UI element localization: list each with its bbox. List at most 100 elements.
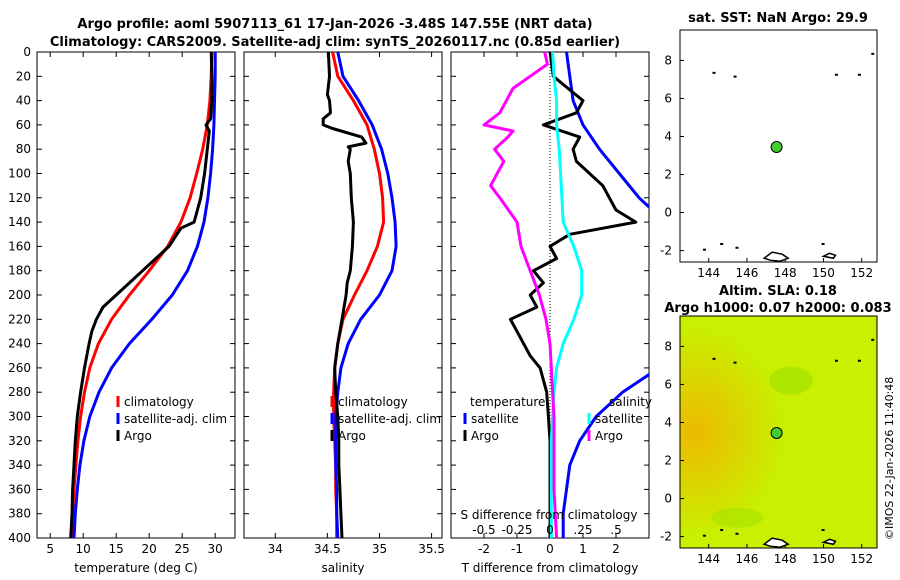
temperature-ytick-label: 0 [23, 45, 31, 59]
sla_map-ytick-label: -2 [660, 530, 672, 544]
sla_map-island [834, 359, 838, 362]
temperature-ytick-label: 220 [8, 312, 31, 326]
sla_map-island [712, 357, 716, 360]
sla_map-new-guinea-coast [762, 537, 790, 548]
sst_map-ytick-label: 0 [664, 206, 672, 220]
sst_map-ytick-label: 6 [664, 91, 672, 105]
salinity-xtick-label: 35 [372, 542, 387, 556]
temperature-ytick-label: 40 [16, 94, 31, 108]
sla_map-ytick-label: 0 [664, 492, 672, 506]
temperature-xtick-label: 20 [142, 542, 157, 556]
sst_map-coast [821, 252, 837, 260]
temperature-ytick-label: 200 [8, 288, 31, 302]
temperature-xtick-label: 25 [175, 542, 190, 556]
sst_map-axes-box [679, 29, 878, 263]
sst-map-panel: 144 146 148 150 152 -2 0 2 4 6 8 sat. SST: NaN Argo… [660, 11, 878, 280]
sla_map-xtick-label: 148 [774, 552, 797, 566]
temperature-xtick-label: 5 [46, 542, 54, 556]
diff-legend-sal-title: salinity [609, 395, 652, 409]
sla-map-subtitle: Argo h1000: 0.07 h2000: 0.083 [664, 301, 891, 316]
temperature-ytick-label: 160 [8, 239, 31, 253]
temperature-ytick-label: 360 [8, 482, 31, 496]
diff-temp-legend-label: satellite [471, 412, 519, 426]
diff-sal-legend-label: Argo [595, 429, 623, 443]
diff-series-3 [482, 52, 559, 538]
imos-timestamp: ©IMOS 22-Jan-2026 11:40:48 [883, 377, 896, 540]
temperature-ytick-label: 260 [8, 361, 31, 375]
sst_map-island [735, 246, 739, 249]
temp-legend-label: climatology [124, 395, 194, 409]
sal-series-2 [321, 52, 368, 538]
sst_map-ytick-label: -2 [660, 244, 672, 258]
temperature-axes-box [36, 51, 236, 539]
sst_map-xtick-label: 150 [812, 266, 835, 280]
difference-xtick-label: 2 [612, 542, 620, 556]
sla_map-island [871, 338, 875, 341]
sst_map-xtick-label: 148 [774, 266, 797, 280]
temperature-ytick-label: 100 [8, 167, 31, 181]
sla_map-ytick-label: 2 [664, 454, 672, 468]
sst_map-ytick-label: 4 [664, 129, 672, 143]
salinity-axes-box [243, 51, 443, 539]
salinity-xtick-label: 34.5 [314, 542, 341, 556]
temperature-xtick-label: 30 [208, 542, 223, 556]
sst_map-island [857, 73, 861, 76]
salinity-xtick-label: 34 [268, 542, 283, 556]
temperature-ytick-label: 180 [8, 264, 31, 278]
sla_map-island [733, 361, 737, 364]
sla_map-argo-marker [770, 426, 783, 439]
diff-secondary-tick-label: .5 [610, 523, 621, 537]
difference-xlabel: T difference from climatology [461, 561, 639, 575]
difference-panel: -2 -1 0 1 2 T difference from climatology S di… [450, 51, 652, 575]
temp-series-2 [69, 52, 214, 538]
sla_map-ytick-label: 6 [664, 377, 672, 391]
diff-legend-temp-title: temperature [470, 395, 545, 409]
sal-series-1 [334, 52, 398, 538]
temp-legend-label: Argo [124, 429, 152, 443]
temperature-ytick-label: 60 [16, 118, 31, 132]
figure-title-line2: Climatology: CARS2009. Satellite-adj cli… [50, 35, 620, 50]
sst_map-ytick-label: 8 [664, 53, 672, 67]
sst_map-island [712, 71, 716, 74]
sst_map-xtick-label: 152 [850, 266, 873, 280]
sla_map-island [857, 359, 861, 362]
temperature-ytick-label: 380 [8, 507, 31, 521]
temperature-ytick-label: 280 [8, 385, 31, 399]
sst_map-new-guinea-coast [762, 251, 790, 262]
sst_map-xtick-label: 146 [735, 266, 758, 280]
salinity-xlabel: salinity [321, 561, 364, 575]
temp-series-0 [69, 52, 214, 538]
difference-xtick-label: 1 [579, 542, 587, 556]
sst_map-island [702, 248, 706, 251]
sla_map-ytick-label: 4 [664, 415, 672, 429]
temperature-panel: 5 10 15 20 25 3002040608010012014016018020022… [8, 45, 236, 575]
diff-secondary-xlabel: S difference from climatology [461, 508, 638, 522]
sst_map-ytick-label: 2 [664, 168, 672, 182]
sst_map-island [733, 75, 737, 78]
sal-legend-label: Argo [338, 429, 366, 443]
sla_map-island [735, 532, 739, 535]
temperature-ytick-label: 120 [8, 191, 31, 205]
diff-series-1 [508, 52, 638, 538]
sla_map-cool-patch [711, 507, 764, 528]
diff-secondary-tick-label: -0.25 [501, 523, 532, 537]
difference-xtick-label: 0 [546, 542, 554, 556]
sal-legend-label: satellite-adj. clim [338, 412, 441, 426]
sla_map-island [821, 528, 825, 531]
temperature-ytick-label: 340 [8, 458, 31, 472]
sla_map-xtick-label: 144 [697, 552, 720, 566]
salinity-panel: 34 34.5 35 35.5 salinity climatology satellite… [243, 51, 445, 575]
temperature-ytick-label: 400 [8, 531, 31, 545]
sst_map-xtick-label: 144 [697, 266, 720, 280]
temperature-xlabel: temperature (deg C) [74, 561, 197, 575]
sla_map-axes-box [679, 315, 878, 549]
temp-legend-label: satellite-adj. clim [124, 412, 227, 426]
temperature-ytick-label: 300 [8, 410, 31, 424]
sla_map-xtick-label: 150 [812, 552, 835, 566]
salinity-xtick-label: 35.5 [418, 542, 445, 556]
sla_map-island [720, 528, 724, 531]
sst_map-argo-marker [770, 140, 783, 153]
temperature-xtick-label: 10 [76, 542, 91, 556]
difference-xtick-label: -2 [478, 542, 490, 556]
